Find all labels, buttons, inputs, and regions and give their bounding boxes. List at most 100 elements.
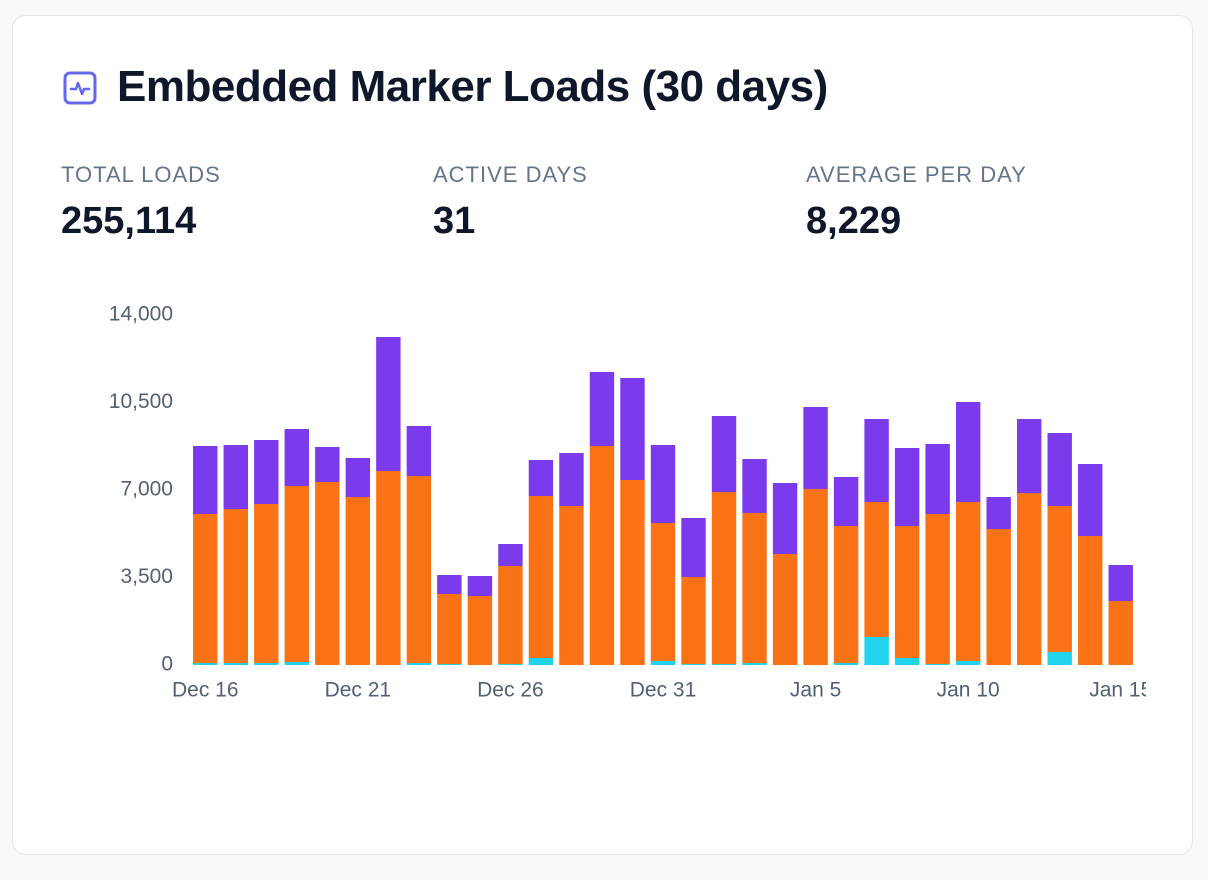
bar-segment [925,664,950,665]
bar-segment [742,663,767,665]
bar-segment [315,482,340,665]
stat: ACTIVE DAYS 31 [433,162,588,243]
x-tick-label: Dec 26 [477,679,544,702]
x-tick-label: Dec 16 [172,679,239,702]
stat-label: AVERAGE PER DAY [806,162,1027,187]
bar-segment [833,477,859,526]
bar-segment [406,426,432,476]
bar-segment [589,446,615,665]
bar-segment [437,575,462,594]
x-tick-label: Dec 31 [630,679,697,702]
y-tick-label: 14,000 [109,303,173,326]
bar-segment [742,513,767,663]
bar-segment [650,523,676,661]
stat-value: 255,114 [61,200,197,242]
bar-segment [711,416,737,492]
bar-segment [681,518,706,577]
bar-segment [345,497,371,665]
bar-segment [955,402,981,502]
bar-segment [406,476,432,663]
chart: 0 3,500 7,000 10,500 14,000 Dec 16 Dec 21 Dec 2… [109,303,1146,702]
bar-segment [376,337,401,471]
bar-segment [1047,652,1072,665]
stat-label: ACTIVE DAYS [433,162,588,187]
x-tick-label: Jan 10 [937,679,1000,702]
x-tick-label: Dec 21 [325,679,392,702]
bar-segment [254,440,279,504]
bar-segment [284,486,310,662]
card-title: Embedded Marker Loads (30 days) [117,62,828,111]
bar-segment [833,663,859,665]
bar-segment [955,661,981,665]
x-tick-label: Jan 5 [790,679,841,702]
bar-segment [864,637,889,665]
bar-segment [1047,506,1072,652]
bar-segment [1078,536,1103,665]
x-tick-label: Jan 15 [1089,679,1146,702]
bar-segment [467,576,493,596]
bar-segment [193,663,218,665]
bar-segment [1047,433,1072,506]
bar-segment [528,460,554,496]
bar-segment [986,497,1011,529]
bar-segment [742,459,767,513]
y-tick-label: 3,500 [120,565,173,588]
bar-segment [223,663,248,665]
stat-label: TOTAL LOADS [61,162,221,187]
stat: TOTAL LOADS 255,114 [61,162,221,243]
bar-segment [894,448,920,526]
bar-segment [559,506,584,665]
bar-segment [955,502,981,661]
stat-value: 8,229 [806,200,902,242]
bar-segment [223,445,248,509]
bar-segment [498,544,523,566]
bar-segment [772,554,798,665]
bar-segment [986,529,1011,665]
bar-segment [345,458,371,497]
bar-segment [803,407,828,489]
bar-segment [1108,601,1133,665]
bar-segment [650,445,676,523]
bar-segment [681,577,706,664]
bar-segment [437,594,462,664]
bar-segment [528,658,554,665]
bar-segment [437,664,462,665]
bar-segment [254,504,279,663]
bar-segment [894,526,920,658]
bar-segment [650,661,676,665]
bar-segment [833,526,859,663]
bar-segment [467,596,493,665]
bar-segment [498,566,523,664]
bar-segment [284,429,310,486]
bar-segment [864,419,889,502]
bar-segment [589,372,615,446]
bar-segment [711,664,737,665]
bar-segment [498,664,523,665]
bar-segment [528,496,554,658]
bar-segment [681,664,706,665]
bar-segment [925,514,950,664]
bar-segment [620,480,645,665]
bar-segment [376,471,401,665]
bar-segment [193,446,218,514]
bar-segment [1016,493,1042,665]
bar-segment [772,483,798,554]
bar-segment [284,662,310,665]
bar-segment [620,378,645,480]
bar-segment [406,663,432,665]
bar-segment [1078,464,1103,536]
bar-segment [1016,419,1042,493]
y-tick-label: 10,500 [109,390,173,413]
bar-segment [315,447,340,482]
bar-segment [193,514,218,663]
title-icon [63,71,97,105]
y-tick-label: 7,000 [120,478,173,501]
bar-segment [864,502,889,637]
bar-segment [803,489,828,665]
bar-segment [925,444,950,514]
bar-segment [711,492,737,664]
bar-segment [223,509,248,663]
stat: AVERAGE PER DAY 8,229 [806,162,1027,243]
bar-segment [559,453,584,506]
